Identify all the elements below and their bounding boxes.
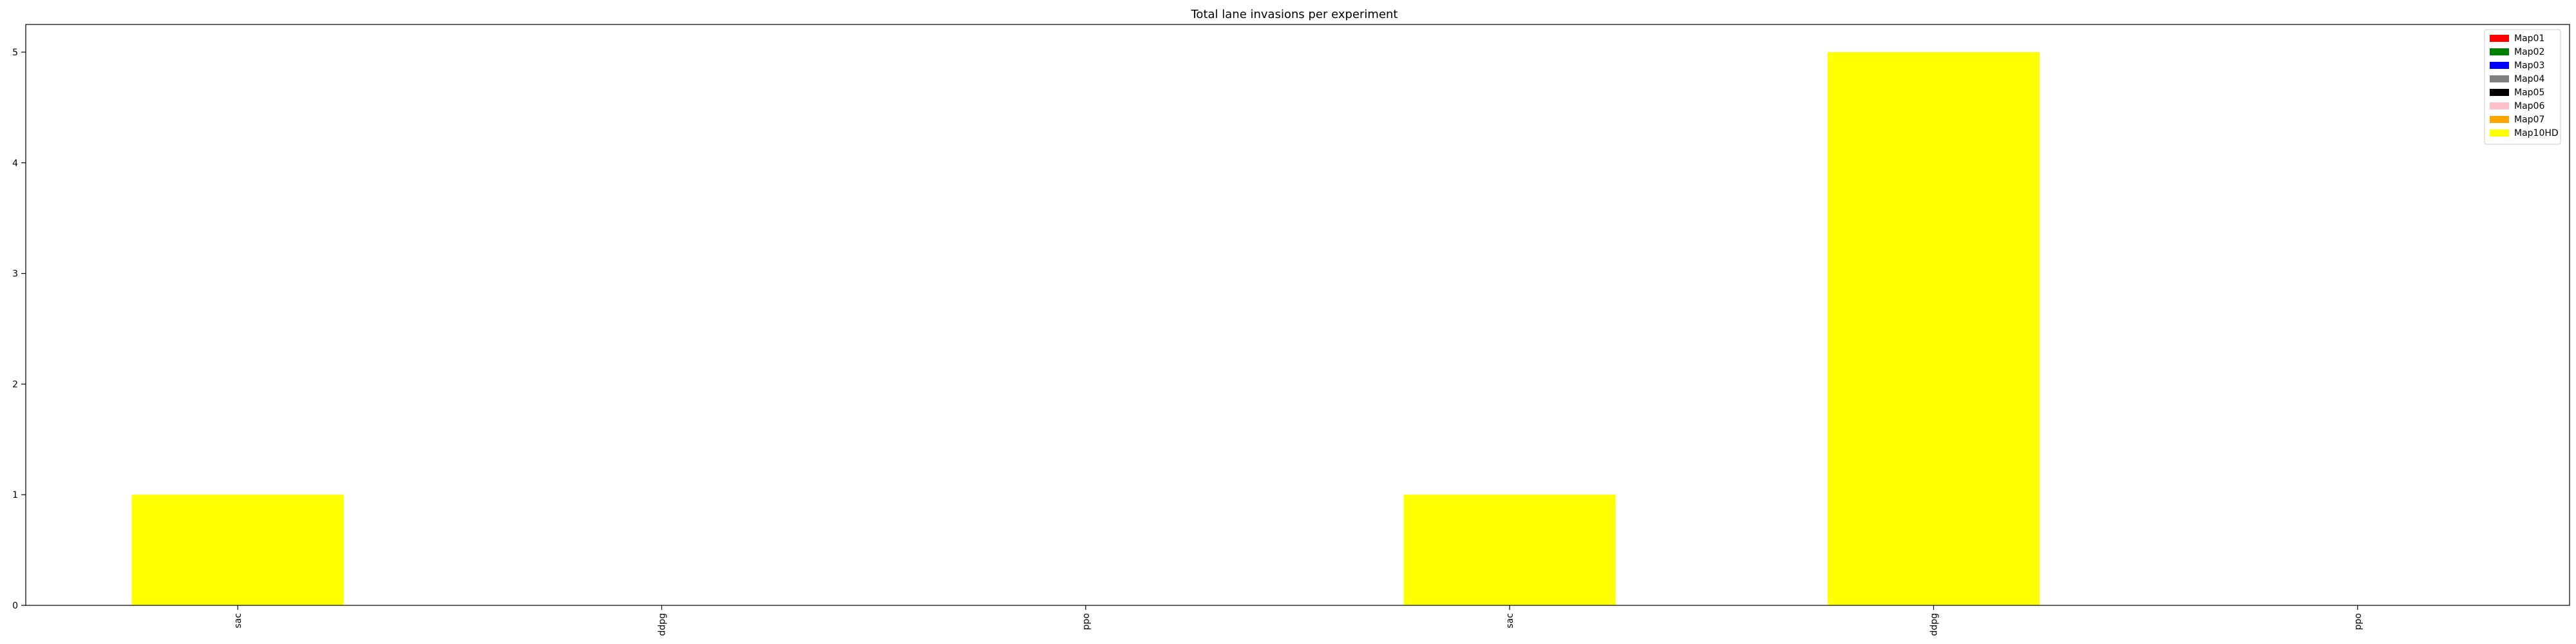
legend-swatch-map02 bbox=[2490, 48, 2509, 55]
legend-label-map06: Map06 bbox=[2514, 101, 2544, 111]
axes-layer: 0 1 2 3 4 5 sac ddpg ppo sac ddpg ppo bbox=[12, 24, 2570, 636]
y-tick-label: 3 bbox=[12, 269, 18, 279]
legend-swatch-map05 bbox=[2490, 89, 2509, 96]
legend-box bbox=[2484, 29, 2561, 145]
plot-frame bbox=[25, 24, 2570, 606]
legend-swatch-map10hd bbox=[2490, 129, 2509, 137]
legend-label-map07: Map07 bbox=[2514, 115, 2544, 125]
legend-swatch-map06 bbox=[2490, 102, 2509, 109]
legend-label-map10hd: Map10HD bbox=[2514, 128, 2559, 138]
x-tick-label: ddpg bbox=[658, 613, 668, 636]
y-tick-label: 4 bbox=[12, 158, 18, 169]
x-tick-label: ppo bbox=[1081, 613, 1092, 630]
legend-swatch-map01 bbox=[2490, 35, 2509, 42]
bars-layer bbox=[131, 52, 2040, 605]
x-tick-label: ppo bbox=[2353, 613, 2363, 630]
bar-map10hd-0 bbox=[131, 495, 344, 605]
legend-label-map05: Map05 bbox=[2514, 88, 2544, 98]
legend: Map01 Map02 Map03 Map04 Map05 Map06 Map07 Map10… bbox=[2484, 29, 2561, 145]
bar-map10hd-3 bbox=[1403, 495, 1616, 605]
legend-swatch-map04 bbox=[2490, 75, 2509, 82]
legend-label-map01: Map01 bbox=[2514, 33, 2544, 44]
y-tick-label: 0 bbox=[12, 601, 18, 611]
legend-label-map04: Map04 bbox=[2514, 74, 2544, 84]
x-tick-label: ddpg bbox=[1929, 613, 1940, 636]
y-tick-label: 1 bbox=[12, 490, 18, 500]
legend-label-map02: Map02 bbox=[2514, 47, 2544, 57]
y-tick-label: 5 bbox=[12, 48, 18, 58]
x-tick-label: sac bbox=[233, 613, 243, 629]
x-tick-label: sac bbox=[1505, 613, 1515, 629]
legend-swatch-map07 bbox=[2490, 116, 2509, 123]
bar-map10hd-4 bbox=[1827, 52, 2040, 605]
chart-title: Total lane invasions per experiment bbox=[1191, 8, 1398, 21]
legend-label-map03: Map03 bbox=[2514, 61, 2544, 71]
y-tick-label: 2 bbox=[12, 379, 18, 390]
legend-swatch-map03 bbox=[2490, 62, 2509, 69]
